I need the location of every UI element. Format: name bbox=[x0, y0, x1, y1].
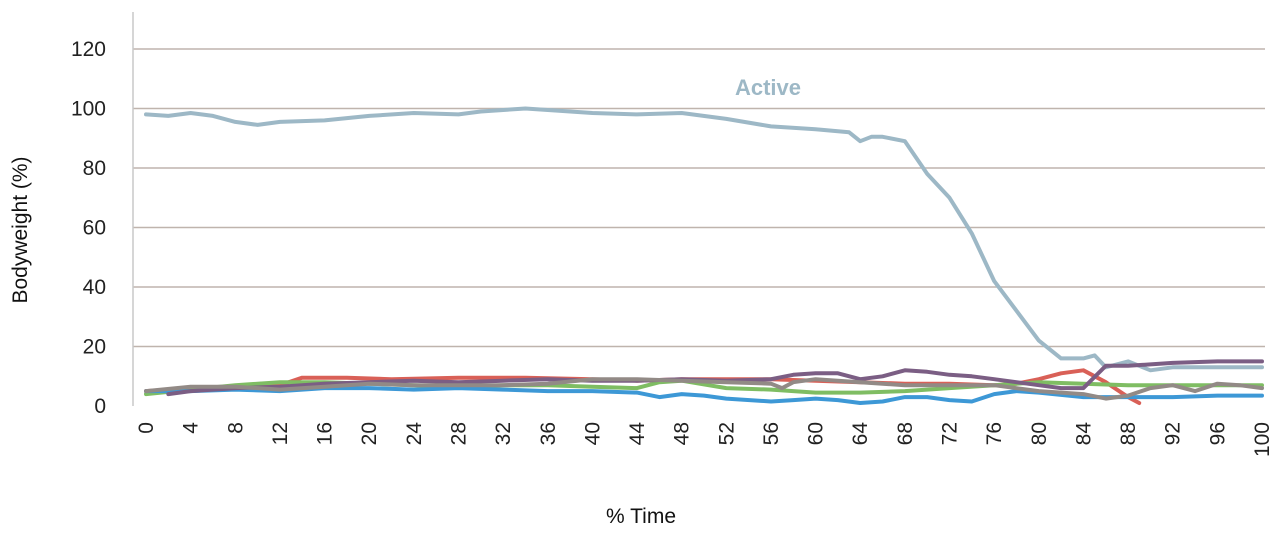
series-line-1 bbox=[144, 106, 1264, 373]
x-tick-label: 24 bbox=[403, 422, 426, 446]
x-tick-label: 76 bbox=[983, 422, 1006, 445]
x-tick-label: 12 bbox=[269, 422, 292, 445]
y-tick-label: 40 bbox=[83, 276, 106, 299]
y-tick-label: 100 bbox=[71, 98, 106, 121]
annotation-active: Active bbox=[735, 75, 801, 100]
x-axis-title: % Time bbox=[606, 505, 676, 528]
x-tick-label: 96 bbox=[1206, 422, 1229, 445]
x-tick-label: 72 bbox=[939, 422, 962, 445]
x-tick-label: 84 bbox=[1072, 422, 1095, 446]
y-tick-label: 20 bbox=[83, 336, 106, 359]
series-lines bbox=[144, 106, 1264, 405]
x-tick-label: 32 bbox=[492, 422, 515, 445]
series-line-5 bbox=[166, 359, 1264, 397]
x-tick-label: 16 bbox=[314, 422, 337, 445]
x-tick-label: 36 bbox=[537, 422, 560, 445]
x-tick-label: 92 bbox=[1162, 422, 1185, 445]
gridlines bbox=[133, 48, 1265, 348]
x-tick-label: 64 bbox=[849, 422, 872, 446]
x-tick-label: 28 bbox=[447, 422, 470, 445]
x-tick-label: 52 bbox=[715, 422, 738, 445]
x-tick-label: 56 bbox=[760, 422, 783, 445]
x-tick-label: 88 bbox=[1117, 422, 1140, 445]
x-tick-labels: 0 4 8 12 16 20 24 28 32 36 40 44 48 52 56 60 64 68 72 76 80 8… bbox=[135, 422, 1274, 457]
x-tick-label: 4 bbox=[180, 422, 203, 434]
x-tick-label: 44 bbox=[626, 422, 649, 446]
x-tick-label: 48 bbox=[671, 422, 694, 445]
x-tick-label: 0 bbox=[135, 422, 158, 434]
series-line-4 bbox=[144, 386, 1264, 405]
x-tick-label: 68 bbox=[894, 422, 917, 445]
x-tick-label: 100 bbox=[1251, 422, 1274, 457]
series-line-6 bbox=[144, 377, 1264, 401]
y-tick-label: 120 bbox=[71, 38, 106, 61]
y-axis-title: Bodyweight (%) bbox=[9, 156, 32, 303]
x-tick-label: 40 bbox=[581, 422, 604, 445]
y-tick-label: 60 bbox=[83, 217, 106, 240]
y-tick-label: 80 bbox=[83, 157, 106, 180]
x-tick-label: 60 bbox=[805, 422, 828, 445]
x-tick-label: 8 bbox=[224, 422, 247, 434]
y-tick-label: 0 bbox=[94, 395, 106, 418]
x-tick-label: 80 bbox=[1028, 422, 1051, 445]
x-tick-label: 20 bbox=[358, 422, 381, 445]
y-tick-labels: 0 20 40 60 80 100 120 bbox=[71, 38, 106, 418]
